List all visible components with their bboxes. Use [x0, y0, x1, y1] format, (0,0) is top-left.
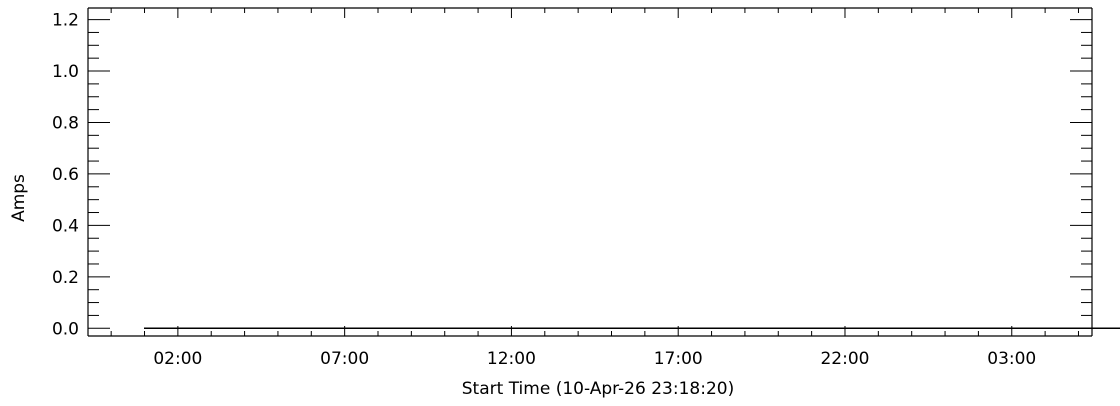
x-tick-label: 07:00 [320, 349, 369, 369]
x-axis-title: Start Time (10-Apr-26 23:18:20) [462, 379, 734, 399]
y-tick-label: 0.8 [52, 113, 79, 133]
x-tick-label: 17:00 [654, 349, 703, 369]
x-tick-label: 22:00 [820, 349, 869, 369]
y-tick-label: 0.6 [52, 165, 79, 185]
y-tick-label: 0.0 [52, 319, 79, 339]
y-tick-label: 1.0 [52, 62, 79, 82]
chart-marks: 02:00 07:00 12:00 17:00 22:00 03:00 0.0 0.2 0.4 0… [52, 7, 1120, 369]
x-tick-label: 02:00 [153, 349, 202, 369]
x-tick-label: 03:00 [987, 349, 1036, 369]
y-axis-title: Amps [9, 174, 29, 222]
y-tick-label: 0.4 [52, 216, 79, 236]
y-tick-label: 0.2 [52, 268, 79, 288]
y-tick-label: 1.2 [52, 11, 79, 31]
x-tick-label: 12:00 [487, 349, 536, 369]
